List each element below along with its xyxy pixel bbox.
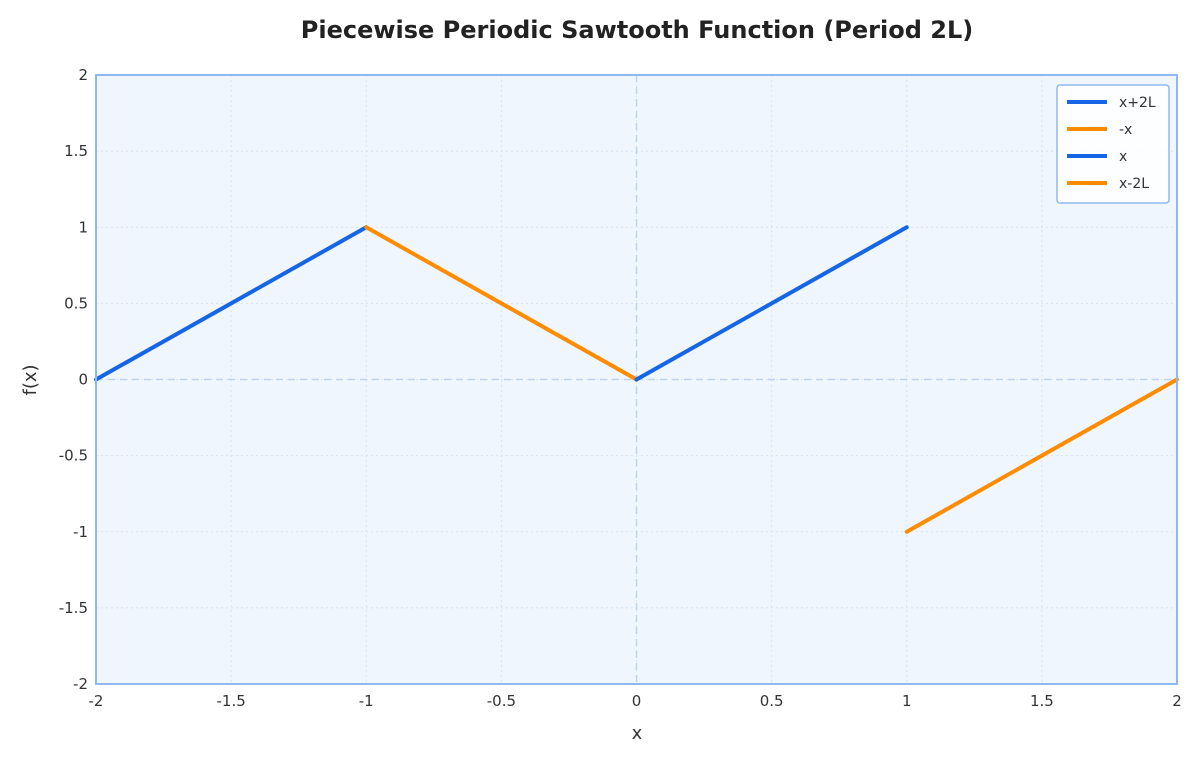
chart-title: Piecewise Periodic Sawtooth Function (Pe… bbox=[301, 16, 973, 44]
legend: x+2L -x x x-2L bbox=[1056, 84, 1170, 204]
legend-label-3: x-2L bbox=[1119, 176, 1149, 192]
legend-label-0: x+2L bbox=[1119, 95, 1156, 111]
x-tick-labels: -2 -1.5 -1 -0.5 0 0.5 1 1.5 2 bbox=[89, 692, 1182, 710]
y-tick-label-0: -2 bbox=[73, 675, 88, 693]
legend-label-1: -x bbox=[1119, 122, 1132, 138]
y-tick-label-3: -0.5 bbox=[59, 447, 88, 465]
y-tick-labels: -2 -1.5 -1 -0.5 0 0.5 1 1.5 2 bbox=[59, 66, 88, 693]
y-tick-label-5: 0.5 bbox=[64, 294, 88, 312]
plot-frame bbox=[95, 74, 1178, 685]
y-axis-label: f(x) bbox=[20, 364, 41, 395]
y-tick-label-6: 1 bbox=[78, 218, 88, 236]
y-tick-label-4: 0 bbox=[78, 371, 88, 389]
x-tick-label-8: 2 bbox=[1172, 692, 1182, 710]
series-line-3 bbox=[904, 377, 1179, 534]
series-line-0 bbox=[94, 225, 369, 382]
legend-box bbox=[1056, 84, 1170, 204]
series-line-1 bbox=[364, 225, 639, 382]
x-tick-label-4: 0 bbox=[632, 692, 642, 710]
x-tick-label-7: 1.5 bbox=[1030, 692, 1054, 710]
y-tick-label-1: -1.5 bbox=[59, 599, 88, 617]
x-axis-label: x bbox=[632, 723, 643, 744]
x-tick-label-2: -1 bbox=[359, 692, 374, 710]
x-tick-label-0: -2 bbox=[89, 692, 104, 710]
x-tick-label-5: 0.5 bbox=[760, 692, 784, 710]
series-line-2 bbox=[634, 225, 909, 382]
y-tick-label-2: -1 bbox=[73, 523, 88, 541]
series-layer bbox=[94, 225, 1179, 534]
y-tick-label-7: 1.5 bbox=[64, 142, 88, 160]
x-tick-label-3: -0.5 bbox=[487, 692, 516, 710]
x-tick-label-6: 1 bbox=[902, 692, 912, 710]
y-tick-label-8: 2 bbox=[78, 66, 88, 84]
legend-label-2: x bbox=[1119, 149, 1127, 165]
x-tick-label-1: -1.5 bbox=[216, 692, 245, 710]
